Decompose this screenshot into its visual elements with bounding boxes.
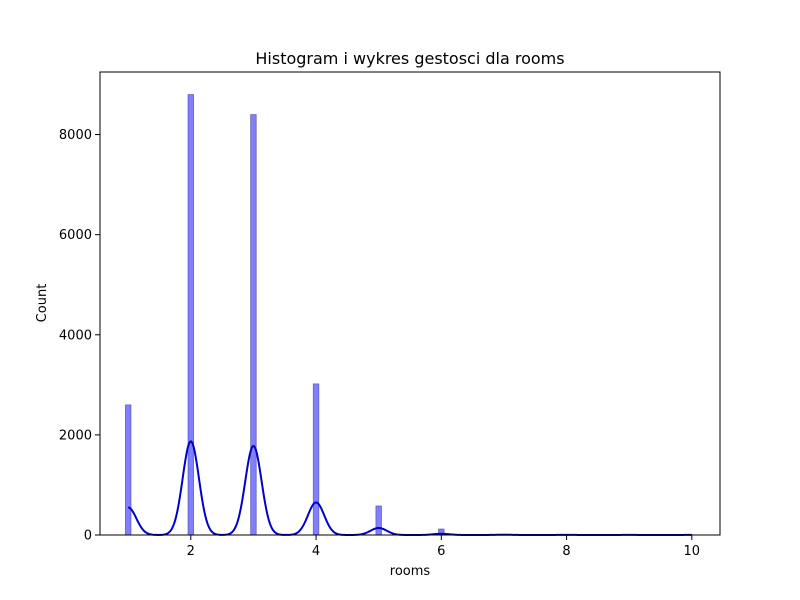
y-tick-label: 2000 (59, 428, 92, 443)
x-tick-label: 10 (684, 544, 701, 559)
histogram-bar-4 (312, 383, 320, 536)
x-tick-label: 2 (187, 544, 195, 559)
x-tick-label: 8 (562, 544, 570, 559)
y-tick-label: 4000 (59, 328, 92, 343)
histogram-bar-2 (187, 94, 195, 536)
y-tick-label: 6000 (59, 228, 92, 243)
histogram-bar-3 (250, 114, 257, 536)
y-axis-label: Count (35, 284, 50, 323)
y-tick-label: 8000 (59, 128, 92, 143)
x-axis-ticks: 2 4 6 8 10 (187, 535, 700, 559)
chart-title: Histogram i wykres gestosci dla rooms (255, 49, 564, 68)
y-tick-label: 0 (84, 529, 92, 544)
histogram-bars (124, 94, 696, 536)
x-tick-label: 6 (437, 544, 445, 559)
density-curve (128, 440, 692, 536)
histogram-bar-5 (375, 505, 382, 536)
plot-frame (99, 71, 721, 536)
histogram-bar-1 (124, 404, 132, 536)
y-axis-ticks: 0 2000 4000 6000 8000 (59, 128, 100, 544)
x-tick-label: 4 (312, 544, 320, 559)
x-axis-label: rooms (390, 564, 431, 579)
